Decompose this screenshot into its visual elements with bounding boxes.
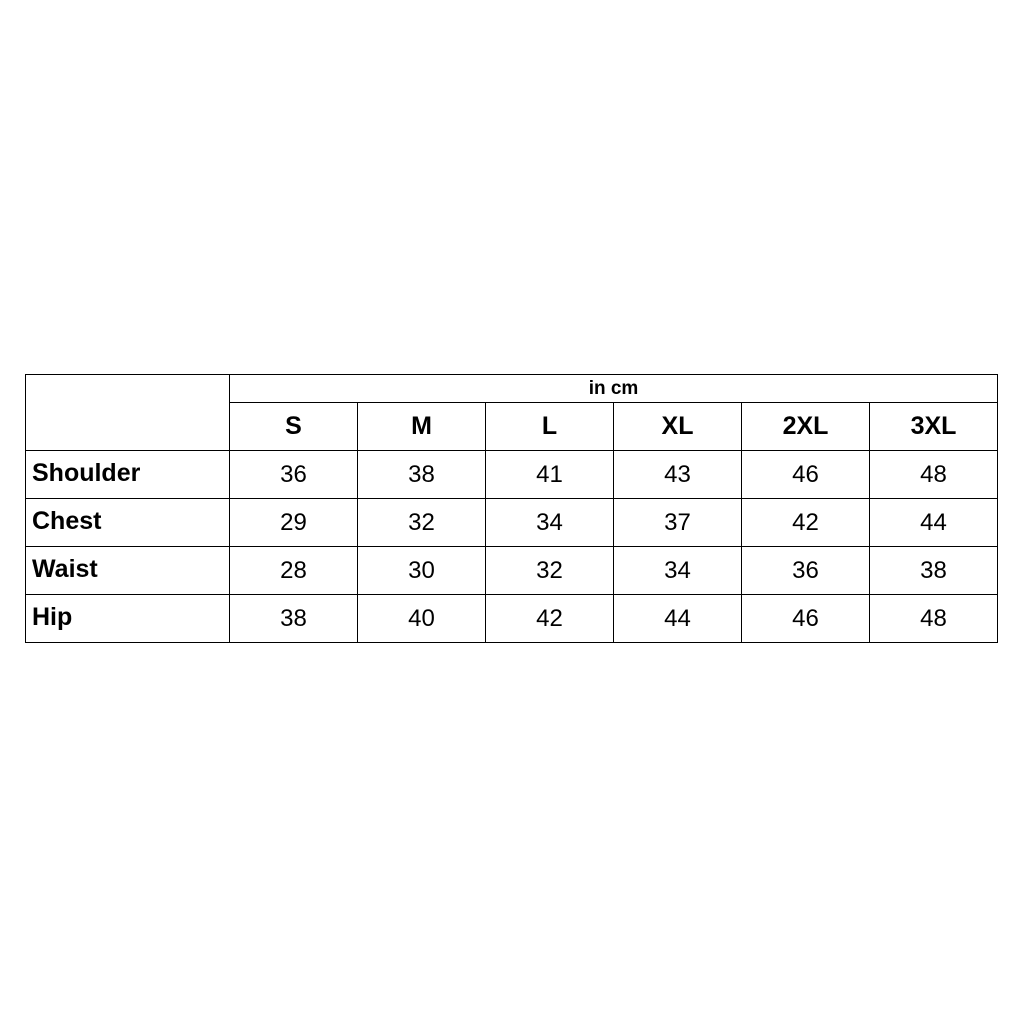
measurement-cell: 48 [869, 450, 998, 499]
size-header-m: M [357, 402, 486, 451]
measurement-cell: 44 [613, 594, 742, 643]
measurement-cell: 32 [485, 546, 614, 595]
table-row-hip: Hip 38 40 42 44 46 48 [25, 594, 998, 643]
measurement-cell: 38 [229, 594, 358, 643]
unit-label: in cm [229, 374, 998, 403]
size-header-xl: XL [613, 402, 742, 451]
row-label: Hip [25, 594, 230, 643]
size-header-s: S [229, 402, 358, 451]
measurement-cell: 46 [741, 450, 870, 499]
table-row-chest: Chest 29 32 34 37 42 44 [25, 498, 998, 547]
measurement-cell: 40 [357, 594, 486, 643]
measurement-cell: 38 [869, 546, 998, 595]
measurement-cell: 42 [741, 498, 870, 547]
measurement-cell: 48 [869, 594, 998, 643]
measurement-cell: 42 [485, 594, 614, 643]
measurement-cell: 44 [869, 498, 998, 547]
unit-header-row: in cm [25, 374, 998, 451]
corner-cell [25, 374, 230, 451]
measurement-cell: 28 [229, 546, 358, 595]
table-row-shoulder: Shoulder 36 38 41 43 46 48 [25, 450, 998, 499]
table-row-waist: Waist 28 30 32 34 36 38 [25, 546, 998, 595]
size-header-row: S M L XL 2XL 3XL [26, 402, 998, 451]
size-chart-table: in cm S M L XL 2XL 3XL Shoulder 36 38 41 43 46 48 Ch… [25, 374, 998, 643]
measurement-cell: 37 [613, 498, 742, 547]
size-header-3xl: 3XL [869, 402, 998, 451]
measurement-cell: 34 [613, 546, 742, 595]
measurement-cell: 36 [741, 546, 870, 595]
measurement-cell: 43 [613, 450, 742, 499]
row-label: Shoulder [25, 450, 230, 499]
measurement-cell: 36 [229, 450, 358, 499]
measurement-cell: 34 [485, 498, 614, 547]
measurement-cell: 30 [357, 546, 486, 595]
measurement-cell: 32 [357, 498, 486, 547]
size-header-l: L [485, 402, 614, 451]
size-header-2xl: 2XL [741, 402, 870, 451]
measurement-cell: 29 [229, 498, 358, 547]
measurement-cell: 38 [357, 450, 486, 499]
measurement-cell: 41 [485, 450, 614, 499]
measurement-cell: 46 [741, 594, 870, 643]
row-label: Waist [25, 546, 230, 595]
row-label: Chest [25, 498, 230, 547]
